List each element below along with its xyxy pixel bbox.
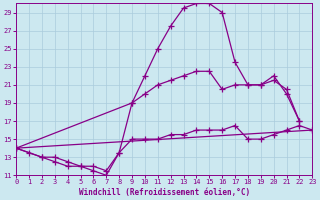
X-axis label: Windchill (Refroidissement éolien,°C): Windchill (Refroidissement éolien,°C) <box>79 188 250 197</box>
